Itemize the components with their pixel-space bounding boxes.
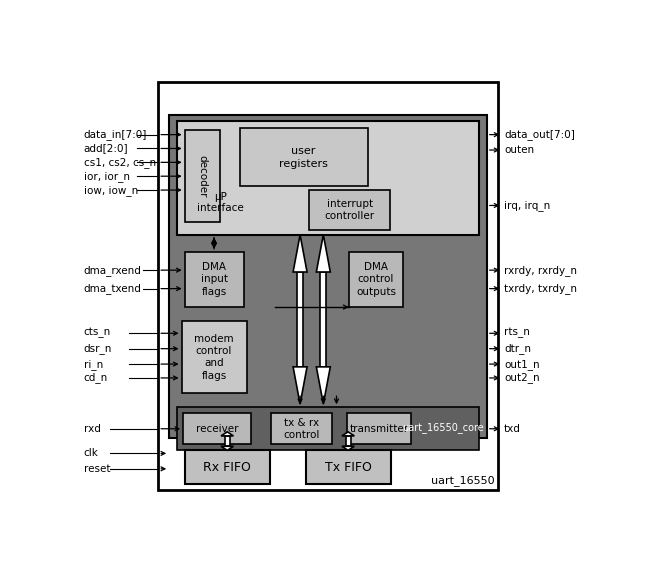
- Polygon shape: [293, 367, 307, 404]
- Text: tx & rx
control: tx & rx control: [284, 418, 320, 440]
- Text: reset: reset: [84, 464, 110, 474]
- Bar: [346, 436, 351, 446]
- Bar: [225, 436, 230, 446]
- Bar: [182, 321, 247, 393]
- Text: Tx FIFO: Tx FIFO: [325, 461, 371, 474]
- Text: txrdy, txrdy_n: txrdy, txrdy_n: [504, 283, 577, 294]
- Text: rxd: rxd: [84, 424, 101, 434]
- Text: dma_rxend: dma_rxend: [84, 264, 141, 275]
- Text: uart_16550: uart_16550: [431, 475, 495, 486]
- Text: dtr_n: dtr_n: [504, 343, 531, 354]
- Text: out1_n: out1_n: [504, 359, 539, 369]
- Polygon shape: [221, 432, 233, 436]
- Bar: [158, 82, 497, 490]
- Bar: [349, 252, 403, 307]
- Bar: [306, 450, 391, 484]
- Bar: [320, 272, 326, 367]
- Bar: [183, 413, 251, 444]
- Text: uart_16550_core: uart_16550_core: [402, 422, 484, 433]
- Bar: [177, 121, 479, 235]
- Bar: [348, 413, 411, 444]
- Polygon shape: [221, 446, 233, 450]
- Text: outen: outen: [504, 145, 534, 155]
- Polygon shape: [317, 235, 330, 272]
- Text: out2_n: out2_n: [504, 372, 539, 384]
- Bar: [271, 413, 332, 444]
- Polygon shape: [317, 367, 330, 404]
- Polygon shape: [342, 446, 354, 450]
- Text: cs1, cs2, cs_n: cs1, cs2, cs_n: [84, 157, 156, 168]
- Text: rts_n: rts_n: [504, 328, 530, 339]
- Text: DMA
control
outputs: DMA control outputs: [356, 262, 396, 297]
- Text: dma_txend: dma_txend: [84, 283, 141, 294]
- Text: Rx FIFO: Rx FIFO: [203, 461, 251, 474]
- Text: txd: txd: [504, 424, 521, 434]
- Text: user
registers: user registers: [279, 146, 328, 169]
- Text: rxrdy, rxrdy_n: rxrdy, rxrdy_n: [504, 264, 577, 275]
- Bar: [309, 190, 390, 230]
- Text: decoder: decoder: [198, 155, 207, 197]
- Bar: [185, 252, 244, 307]
- Text: add[2:0]: add[2:0]: [84, 144, 129, 153]
- Text: clk: clk: [84, 449, 99, 458]
- Bar: [185, 450, 270, 484]
- Text: modem
control
and
flags: modem control and flags: [194, 333, 234, 381]
- Text: iow, iow_n: iow, iow_n: [84, 185, 138, 196]
- Text: cd_n: cd_n: [84, 372, 108, 384]
- Bar: [185, 130, 220, 222]
- Polygon shape: [293, 235, 307, 272]
- Text: receiver: receiver: [196, 424, 238, 434]
- Text: dsr_n: dsr_n: [84, 343, 112, 354]
- Text: data_in[7:0]: data_in[7:0]: [84, 129, 147, 140]
- Text: μP
interface: μP interface: [197, 192, 244, 213]
- Text: ior, ior_n: ior, ior_n: [84, 171, 130, 182]
- Bar: [169, 115, 487, 438]
- Text: DMA
input
flags: DMA input flags: [200, 262, 227, 297]
- Polygon shape: [342, 432, 354, 436]
- Bar: [297, 272, 303, 367]
- Bar: [177, 407, 479, 450]
- Text: ri_n: ri_n: [84, 359, 103, 369]
- Text: cts_n: cts_n: [84, 328, 111, 339]
- Bar: [240, 128, 368, 186]
- Text: transmitter: transmitter: [349, 424, 409, 434]
- Text: data_out[7:0]: data_out[7:0]: [504, 129, 575, 140]
- Text: interrupt
controller: interrupt controller: [324, 199, 375, 221]
- Text: irq, irq_n: irq, irq_n: [504, 200, 550, 211]
